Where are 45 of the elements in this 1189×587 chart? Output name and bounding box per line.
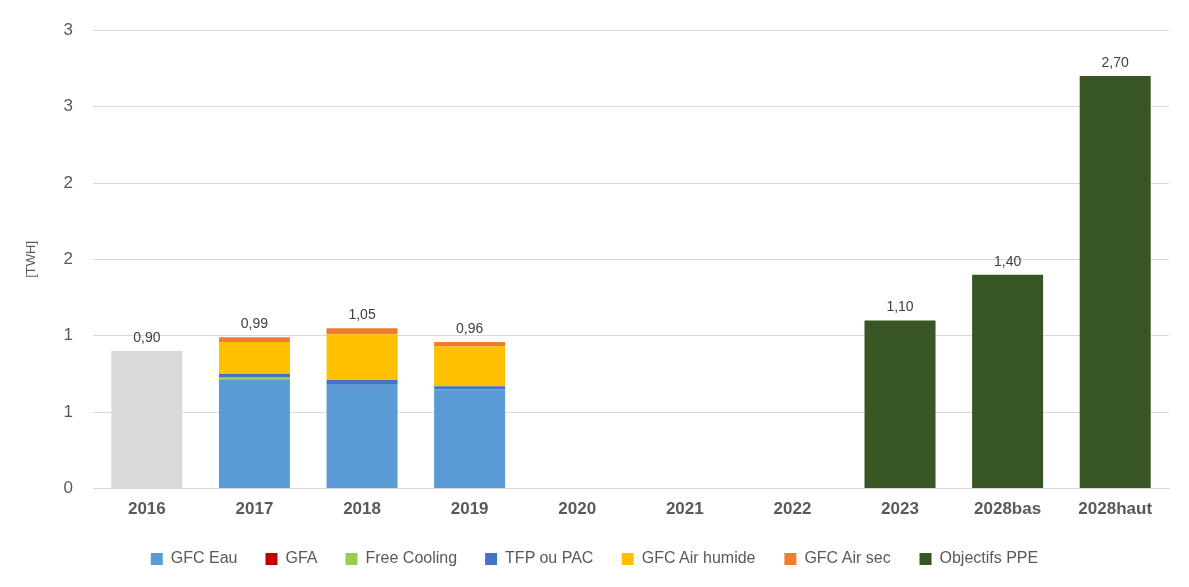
legend-label: TFP ou PAC [505,549,594,567]
x-tick-label: 2018 [343,499,381,519]
bar [326,380,398,385]
y-axis-title: [TWH] [23,240,39,278]
bar [218,341,290,374]
x-tick-label: 2019 [450,499,489,519]
legend-label: Objectifs PPE [939,549,1039,567]
y-tick-label: 2 [63,249,74,269]
bar [434,389,506,489]
x-tick-label: 2022 [773,499,812,519]
total-label: 0,99 [240,315,269,332]
y-tick-label: 0 [63,478,74,498]
total-label: 0,90 [133,328,161,345]
y-tick-label: 3 [63,96,74,116]
legend-label: GFC Air humide [641,549,756,567]
bar [434,386,506,390]
y-tick-label: 1 [63,401,74,421]
bar [326,384,398,489]
total-label: 1,05 [348,306,376,323]
total-label: 0,96 [456,319,484,336]
bar [326,328,398,335]
total-label: 2,70 [1101,53,1130,70]
legend-label: GFC Eau [170,549,238,567]
bar [218,380,290,489]
bar [326,334,398,381]
y-tick-label: 3 [63,19,74,39]
x-tick-label: 2023 [881,499,919,519]
legend-label: GFA [285,549,318,567]
bar [1079,76,1151,489]
x-tick-label: 2020 [558,499,597,519]
x-tick-label: 2028haut [1078,499,1153,519]
bar [218,337,290,342]
x-tick-label: 2021 [665,499,704,519]
x-tick-label: 2016 [127,499,166,519]
legend-label: GFC Air sec [804,549,891,567]
y-tick-label: 1 [63,325,74,345]
bar [972,274,1044,489]
y-tick-label: 2 [63,172,74,192]
total-label: 1,10 [886,298,914,315]
x-tick-label: 2017 [235,499,274,519]
total-label: 1,40 [993,252,1022,269]
legend-label: Free Cooling [365,549,458,567]
x-tick-label: 2028bas [974,499,1042,519]
bar [864,320,936,489]
bar [434,346,506,387]
